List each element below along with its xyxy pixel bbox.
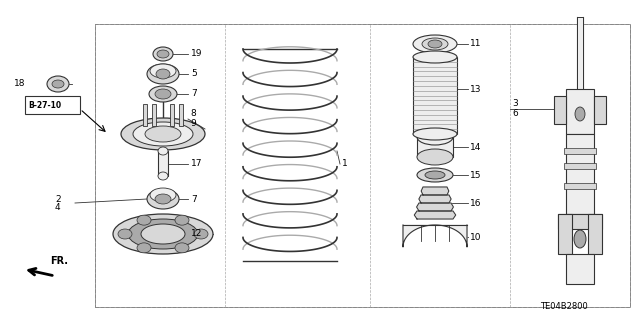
Bar	[95, 24, 630, 307]
Ellipse shape	[158, 172, 168, 180]
Ellipse shape	[417, 129, 453, 145]
Text: 10: 10	[470, 233, 481, 241]
Text: 7: 7	[191, 90, 196, 99]
Ellipse shape	[47, 76, 69, 92]
Bar	[566, 89, 594, 134]
Ellipse shape	[158, 147, 168, 155]
Polygon shape	[419, 195, 451, 203]
Ellipse shape	[175, 215, 189, 225]
Ellipse shape	[575, 107, 585, 121]
Ellipse shape	[413, 51, 457, 63]
Bar	[566, 254, 594, 284]
Ellipse shape	[141, 224, 185, 244]
Ellipse shape	[428, 40, 442, 48]
Ellipse shape	[417, 168, 453, 182]
Text: 5: 5	[191, 70, 196, 78]
Bar	[170, 104, 174, 126]
Text: TE04B2800: TE04B2800	[540, 302, 588, 311]
Ellipse shape	[137, 243, 151, 253]
Polygon shape	[414, 211, 456, 219]
Ellipse shape	[137, 215, 151, 225]
Ellipse shape	[175, 243, 189, 253]
Ellipse shape	[155, 89, 171, 99]
Text: 13: 13	[470, 85, 481, 93]
Ellipse shape	[128, 219, 198, 249]
Text: 12: 12	[191, 229, 202, 239]
Ellipse shape	[574, 230, 586, 248]
Bar	[152, 104, 156, 126]
Bar	[588, 214, 602, 254]
Text: 15: 15	[470, 170, 481, 180]
Text: 3: 3	[512, 100, 518, 108]
Text: 14: 14	[470, 143, 481, 152]
Text: 7: 7	[191, 195, 196, 204]
Bar	[95, 24, 630, 307]
Ellipse shape	[113, 214, 213, 254]
Ellipse shape	[147, 64, 179, 84]
Ellipse shape	[156, 69, 170, 79]
Text: 9: 9	[190, 118, 196, 128]
Ellipse shape	[417, 149, 453, 165]
Bar	[554, 96, 566, 124]
Bar	[558, 214, 572, 254]
Ellipse shape	[52, 80, 64, 88]
Text: 4: 4	[55, 203, 61, 211]
Text: 17: 17	[191, 160, 202, 168]
Ellipse shape	[413, 128, 457, 140]
Ellipse shape	[133, 122, 193, 146]
Text: 19: 19	[191, 49, 202, 58]
Bar	[564, 163, 596, 169]
Ellipse shape	[155, 194, 171, 204]
Bar	[413, 57, 457, 134]
Polygon shape	[403, 225, 467, 247]
Text: 16: 16	[470, 198, 481, 207]
Bar	[143, 104, 147, 126]
Ellipse shape	[157, 50, 169, 58]
Polygon shape	[417, 203, 453, 211]
Ellipse shape	[422, 38, 448, 50]
Text: B-27-10: B-27-10	[28, 100, 61, 109]
Bar	[179, 104, 183, 126]
Bar	[577, 17, 583, 89]
Bar	[564, 148, 596, 154]
Polygon shape	[421, 187, 449, 195]
Bar	[594, 96, 606, 124]
Bar	[564, 183, 596, 189]
Ellipse shape	[150, 188, 176, 202]
Ellipse shape	[150, 64, 176, 78]
Ellipse shape	[121, 118, 205, 150]
Ellipse shape	[149, 86, 177, 102]
Bar	[417, 137, 453, 157]
Text: FR.: FR.	[50, 256, 68, 266]
Ellipse shape	[145, 126, 181, 142]
Text: 6: 6	[512, 108, 518, 117]
Text: 18: 18	[14, 79, 26, 88]
Ellipse shape	[413, 35, 457, 53]
Bar	[158, 151, 168, 176]
Ellipse shape	[147, 189, 179, 209]
Ellipse shape	[425, 171, 445, 179]
Bar	[25, 96, 80, 114]
Text: 2: 2	[55, 195, 61, 204]
Ellipse shape	[194, 229, 208, 239]
Ellipse shape	[153, 47, 173, 61]
Text: 8: 8	[190, 109, 196, 118]
Text: 1: 1	[342, 160, 348, 168]
Ellipse shape	[118, 229, 132, 239]
Bar	[566, 134, 594, 214]
Bar	[558, 214, 602, 229]
Text: 11: 11	[470, 40, 481, 48]
